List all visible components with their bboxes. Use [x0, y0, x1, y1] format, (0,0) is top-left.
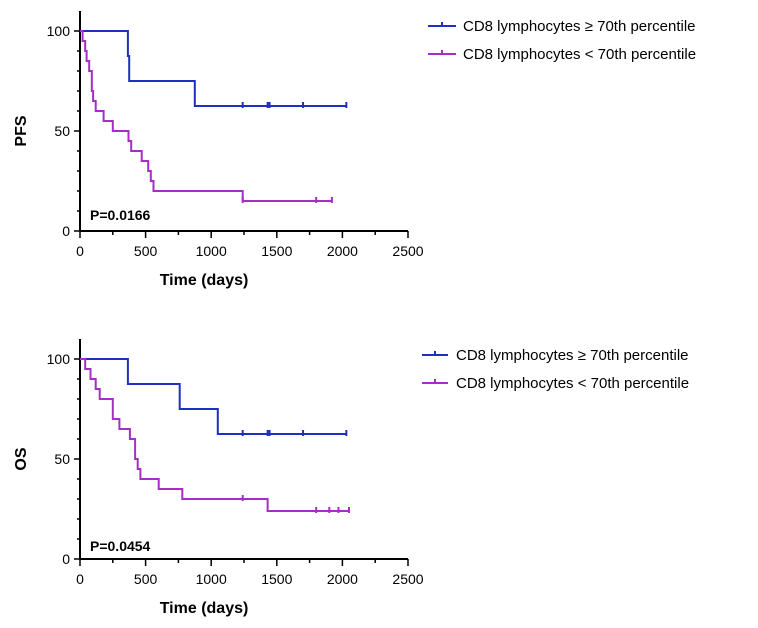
panel-2-x-tick-label: 1000: [196, 571, 227, 587]
panel-1-x-tick-label: 0: [76, 243, 84, 259]
panel-1-legend-label-2: CD8 lymphocytes < 70th percentile: [463, 46, 696, 63]
panel-1-p-value: P=0.0166: [90, 207, 151, 223]
panel-2-series-2-curve: [80, 358, 349, 512]
panel-2-y-axis-title: OS: [13, 447, 30, 470]
panel-2-x-tick-label: 500: [134, 571, 158, 587]
panel-1-x-tick-label: 2000: [327, 243, 358, 259]
panel-2-y-tick-label: 50: [54, 451, 70, 467]
panel-1-x-axis-title: Time (days): [160, 272, 249, 289]
panel-1-series-1-curve: [80, 30, 347, 107]
panel-1-series-2-curve: [80, 30, 332, 202]
panel-2-legend-label-2: CD8 lymphocytes < 70th percentile: [456, 375, 689, 392]
panel-1-x-tick-label: 1500: [261, 243, 292, 259]
panel-1-y-tick-label: 50: [54, 123, 70, 139]
panel-2-p-value: P=0.0454: [90, 538, 151, 554]
panel-2-y-tick-label: 100: [47, 351, 71, 367]
panel-1-x-tick-label: 1000: [196, 243, 227, 259]
panel-2-series-1-curve: [80, 358, 347, 435]
panel-2-x-tick-label: 2500: [392, 571, 423, 587]
panel-1-y-tick-label: 100: [47, 23, 71, 39]
panel-1-y-tick-label: 0: [62, 223, 70, 239]
panel-2-legend-label-1: CD8 lymphocytes ≥ 70th percentile: [456, 347, 689, 364]
panel-1-legend: CD8 lymphocytes ≥ 70th percentile CD8 lym…: [428, 18, 696, 63]
panel-1-x-tick-label: 2500: [392, 243, 423, 259]
panel-2-x-tick-label: 0: [76, 571, 84, 587]
panel-2-x-tick-label: 2000: [327, 571, 358, 587]
panel-2-y-tick-label: 0: [62, 551, 70, 567]
panel-1-y-axis-title: PFS: [13, 115, 30, 146]
panel-2-legend: CD8 lymphocytes ≥ 70th percentile CD8 lym…: [422, 347, 689, 392]
panel-2-x-axis-title: Time (days): [160, 600, 249, 617]
panel-1-legend-label-1: CD8 lymphocytes ≥ 70th percentile: [463, 18, 696, 35]
panel-1-x-tick-label: 500: [134, 243, 158, 259]
panel-2-x-tick-label: 1500: [261, 571, 292, 587]
